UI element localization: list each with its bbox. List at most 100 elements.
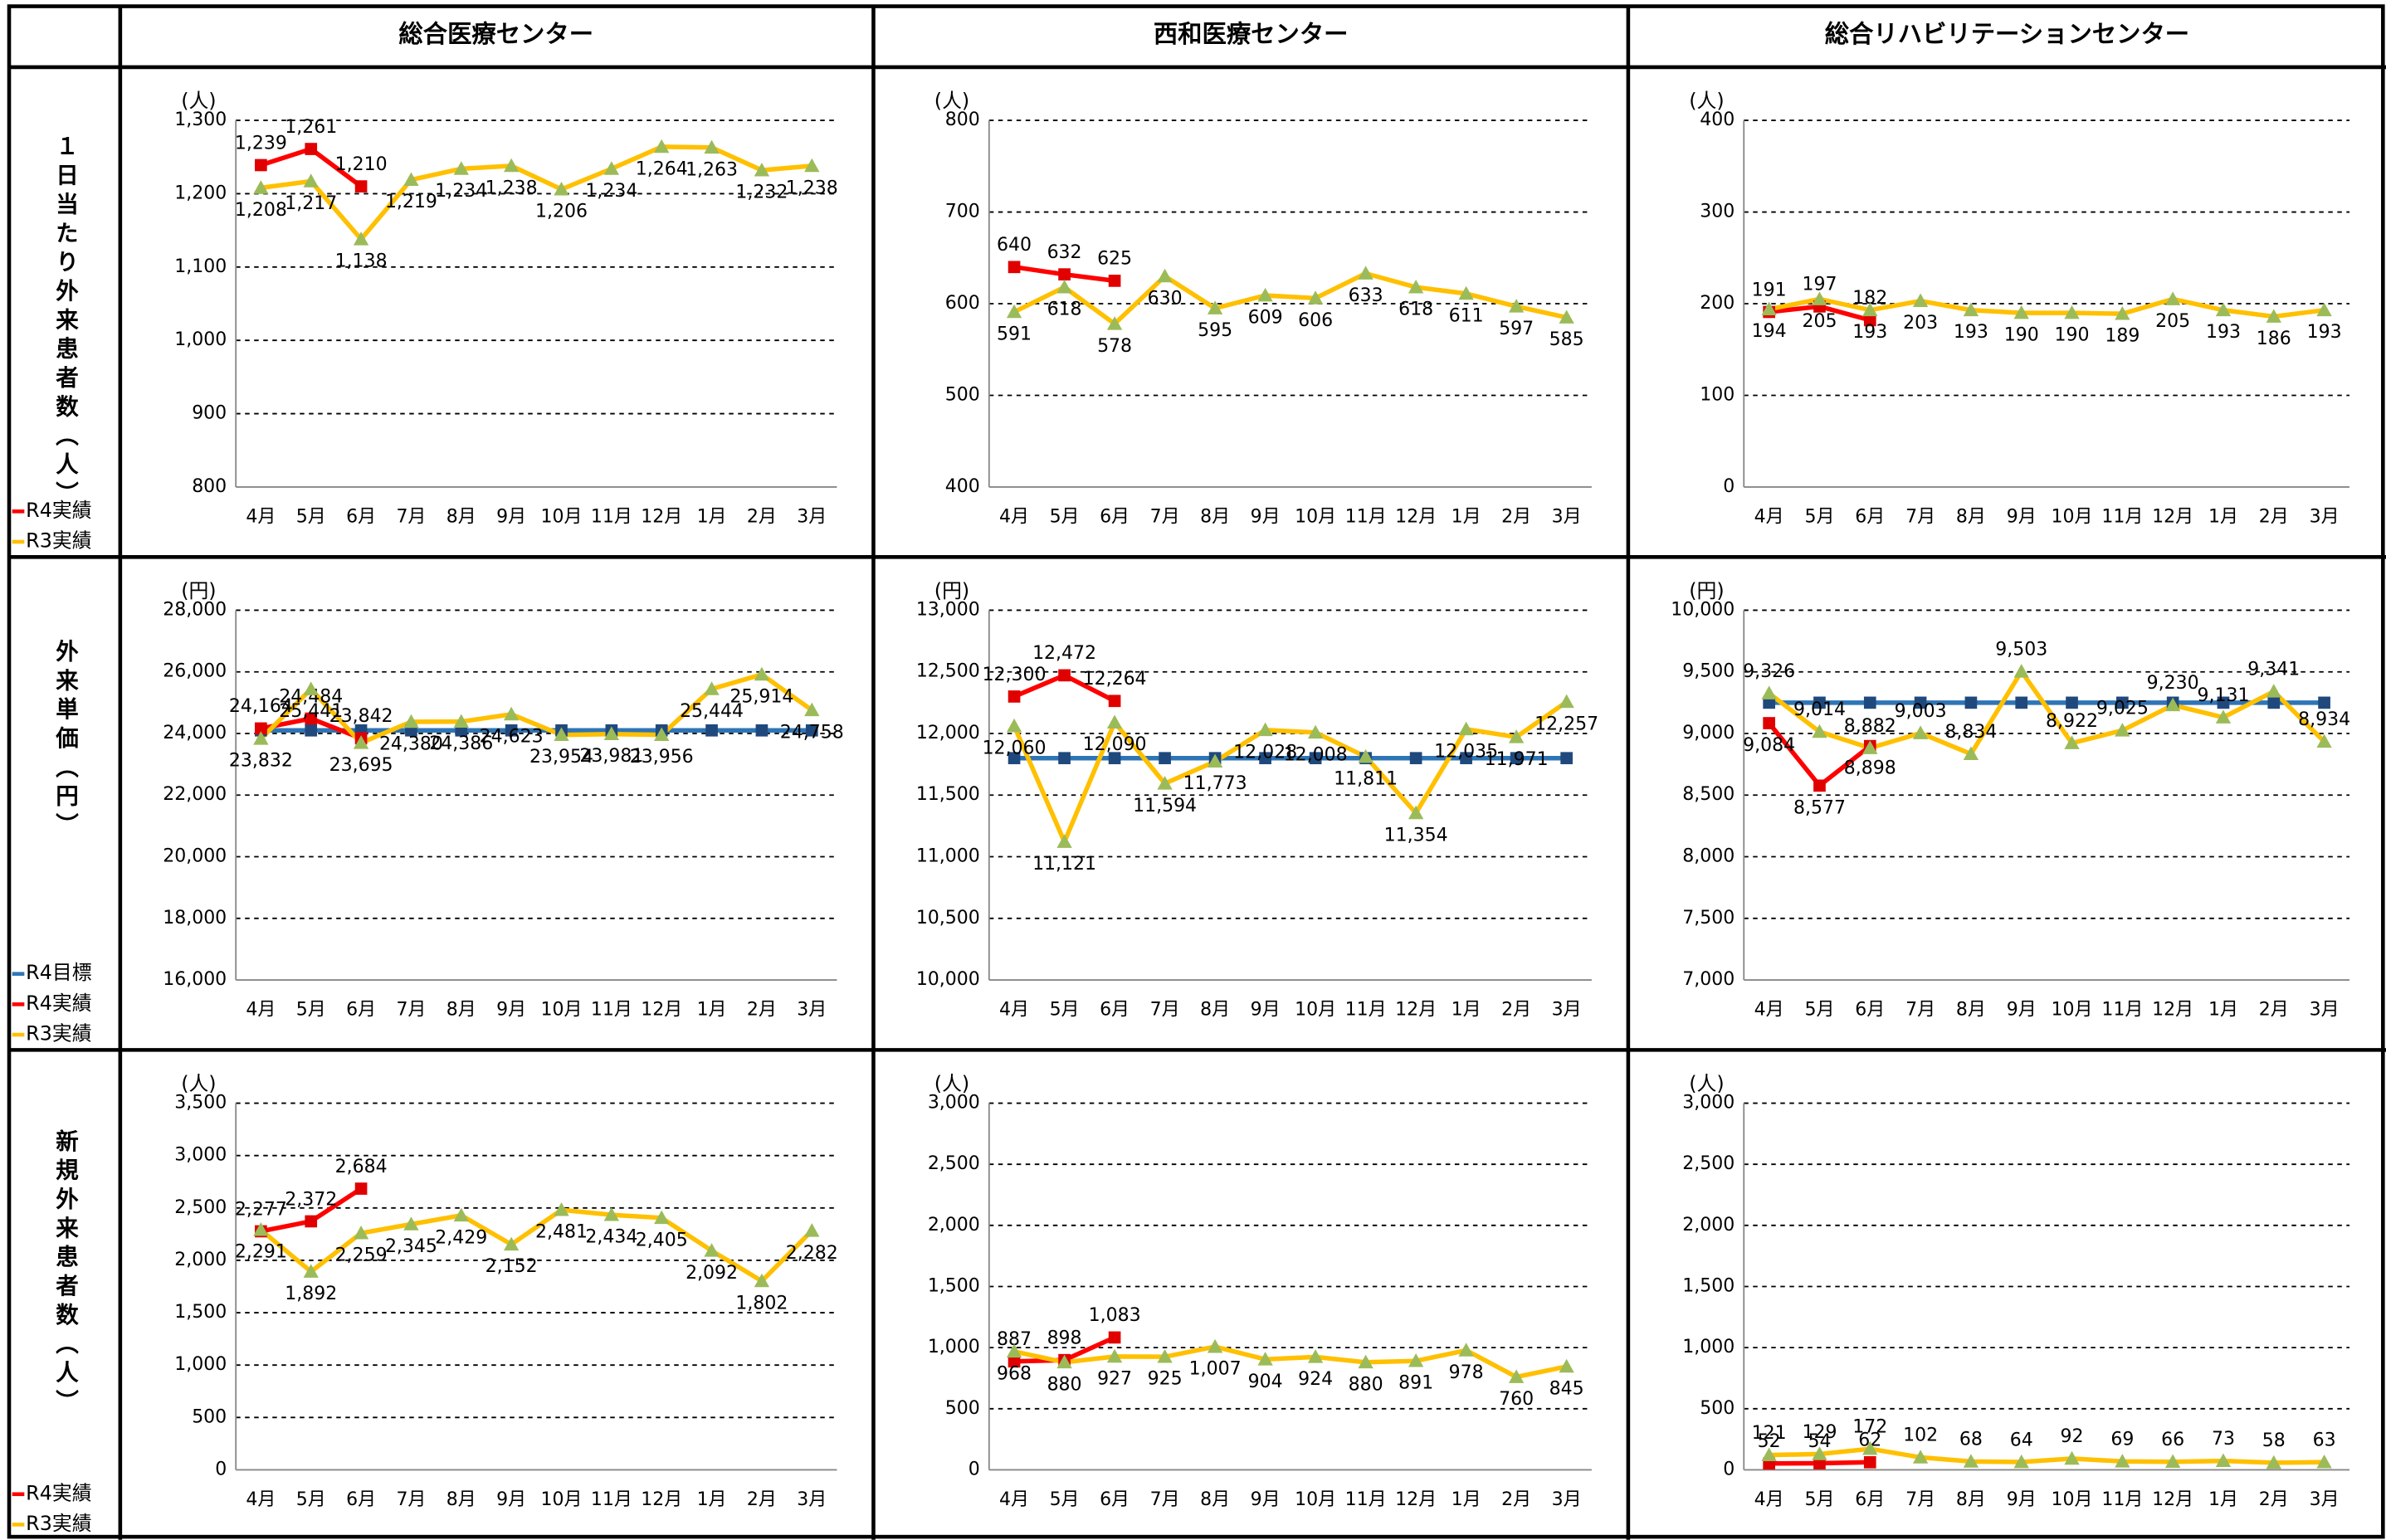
marker bbox=[1006, 1343, 1022, 1358]
data-label: 880 bbox=[1349, 1374, 1383, 1395]
x-tick-label: 11月 bbox=[1345, 1000, 1387, 1021]
y-tick-label: 10,000 bbox=[1671, 599, 1735, 620]
data-label: 205 bbox=[2155, 311, 2190, 332]
x-tick-label: 9月 bbox=[2007, 507, 2037, 528]
marker bbox=[2316, 302, 2332, 317]
y-tick-label: 800 bbox=[945, 110, 980, 130]
x-tick-label: 4月 bbox=[1754, 507, 1784, 528]
x-tick-label: 9月 bbox=[1251, 1000, 1281, 1021]
marker bbox=[353, 1226, 369, 1240]
data-label: 11,971 bbox=[1485, 749, 1549, 770]
marker bbox=[2164, 697, 2181, 712]
data-label: 24,380 bbox=[379, 733, 443, 754]
data-label: 927 bbox=[1097, 1368, 1132, 1389]
data-label: 9,003 bbox=[1895, 701, 1947, 722]
x-tick-label: 12月 bbox=[641, 1489, 682, 1510]
data-label: 23,954 bbox=[529, 747, 593, 768]
y-tick-label: 9,000 bbox=[1682, 723, 1735, 743]
marker bbox=[2316, 733, 2332, 748]
x-tick-label: 1月 bbox=[697, 1000, 727, 1021]
series-line bbox=[1769, 296, 2325, 319]
marker bbox=[1259, 752, 1271, 765]
marker bbox=[1207, 1338, 1223, 1353]
x-tick-label: 10月 bbox=[541, 1000, 583, 1021]
marker bbox=[2064, 735, 2080, 749]
data-label: 1,892 bbox=[285, 1284, 337, 1304]
data-label: 12,035 bbox=[1434, 741, 1498, 762]
data-label: 12,028 bbox=[1233, 742, 1297, 763]
data-label: 102 bbox=[1903, 1425, 1938, 1446]
marker bbox=[1409, 752, 1422, 765]
marker bbox=[1358, 1354, 1374, 1369]
x-tick-label: 10月 bbox=[1295, 507, 1336, 528]
marker bbox=[654, 139, 670, 154]
marker bbox=[354, 1182, 368, 1195]
marker bbox=[305, 724, 318, 737]
x-tick-label: 4月 bbox=[1754, 1489, 1784, 1510]
x-tick-label: 9月 bbox=[1251, 507, 1281, 528]
data-label: 25,441 bbox=[279, 701, 343, 722]
y-tick-label: 10,500 bbox=[916, 908, 980, 928]
data-label: 194 bbox=[1752, 321, 1787, 342]
marker bbox=[305, 1215, 318, 1228]
axis-unit: (人) bbox=[1689, 90, 1724, 113]
x-tick-label: 11月 bbox=[2101, 507, 2143, 528]
y-tick-label: 2,000 bbox=[928, 1215, 980, 1235]
marker bbox=[1862, 740, 1878, 754]
x-tick-label: 3月 bbox=[1552, 1489, 1582, 1510]
x-tick-label: 7月 bbox=[1905, 1000, 1935, 1021]
x-tick-label: 5月 bbox=[296, 507, 326, 528]
x-tick-label: 3月 bbox=[1552, 1000, 1582, 1021]
x-tick-label: 6月 bbox=[1100, 1000, 1130, 1021]
x-tick-label: 2月 bbox=[747, 507, 777, 528]
x-tick-label: 11月 bbox=[591, 1000, 632, 1021]
marker bbox=[1863, 314, 1876, 327]
y-tick-label: 1,000 bbox=[1682, 1337, 1735, 1357]
marker bbox=[255, 722, 267, 735]
y-tick-label: 400 bbox=[945, 476, 980, 497]
marker bbox=[1307, 290, 1324, 305]
x-tick-label: 1月 bbox=[697, 507, 727, 528]
x-tick-label: 8月 bbox=[1956, 1000, 1986, 1021]
y-tick-label: 10,000 bbox=[916, 969, 980, 990]
x-tick-label: 6月 bbox=[1100, 1489, 1130, 1510]
x-tick-label: 7月 bbox=[396, 1000, 426, 1021]
x-tick-label: 4月 bbox=[999, 1000, 1029, 1021]
legend-label: R4実績 bbox=[26, 992, 91, 1015]
data-label: 24,623 bbox=[480, 726, 544, 747]
marker bbox=[2217, 696, 2230, 709]
legend-label: R4目標 bbox=[26, 961, 92, 984]
marker bbox=[503, 158, 520, 173]
data-label: 205 bbox=[1802, 311, 1837, 332]
marker bbox=[1006, 304, 1022, 319]
x-tick-label: 2月 bbox=[2259, 1489, 2289, 1510]
marker bbox=[1508, 729, 1525, 743]
data-label: 1,219 bbox=[385, 192, 437, 212]
x-tick-label: 8月 bbox=[446, 507, 476, 528]
x-tick-label: 4月 bbox=[1754, 1000, 1784, 1021]
x-tick-label: 11月 bbox=[591, 507, 632, 528]
marker bbox=[1207, 300, 1223, 314]
marker bbox=[1408, 805, 1424, 820]
data-label: 193 bbox=[1852, 322, 1887, 343]
y-tick-label: 800 bbox=[192, 476, 227, 497]
x-tick-label: 8月 bbox=[446, 1000, 476, 1021]
marker bbox=[403, 172, 419, 186]
series-line bbox=[259, 1207, 814, 1284]
marker bbox=[704, 681, 720, 695]
x-tick-label: 8月 bbox=[1956, 1489, 1986, 1510]
x-tick-label: 7月 bbox=[396, 1489, 426, 1510]
marker bbox=[2115, 723, 2130, 737]
marker bbox=[403, 1216, 419, 1231]
marker bbox=[1056, 279, 1072, 294]
data-label: 925 bbox=[1148, 1369, 1183, 1390]
marker bbox=[1559, 694, 1574, 709]
axis-unit: (円) bbox=[181, 579, 216, 602]
marker bbox=[1008, 752, 1021, 765]
marker bbox=[2215, 709, 2232, 724]
x-tick-label: 11月 bbox=[591, 1489, 632, 1510]
marker bbox=[1207, 753, 1223, 768]
y-tick-label: 28,000 bbox=[163, 599, 227, 620]
marker bbox=[1056, 1354, 1072, 1369]
y-tick-label: 11,000 bbox=[916, 846, 980, 867]
